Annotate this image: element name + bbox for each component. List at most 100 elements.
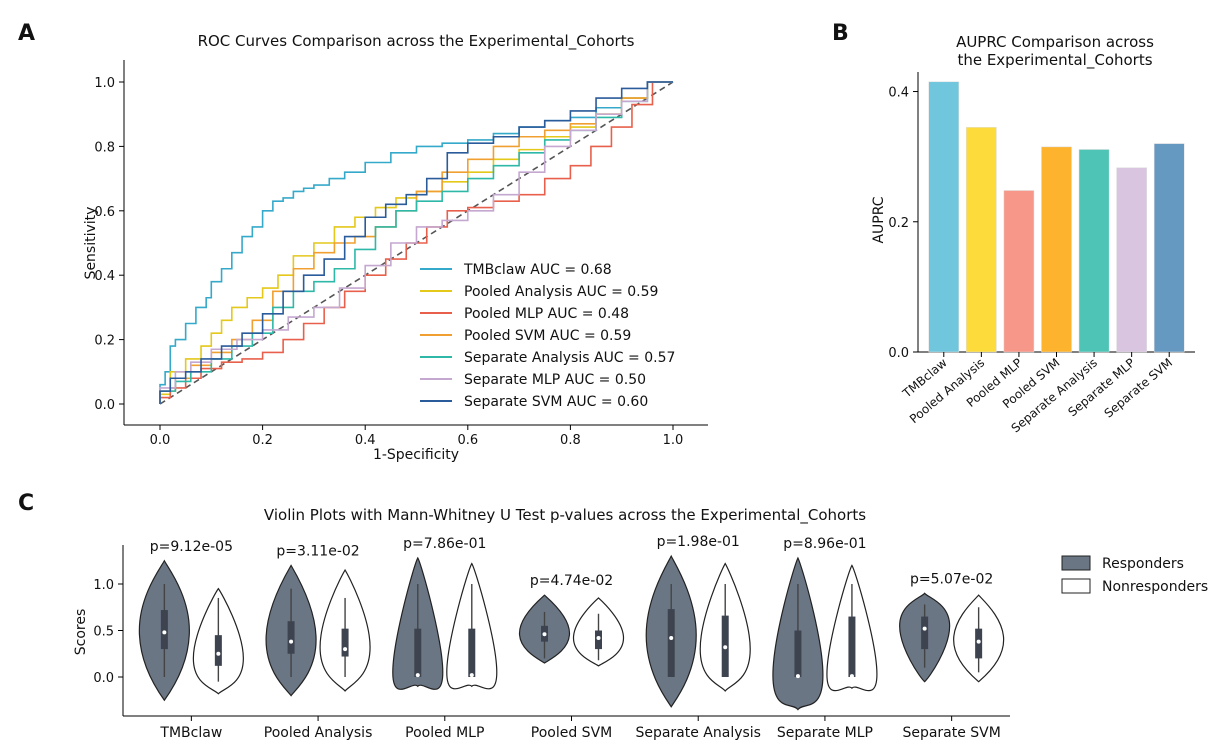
violin-legend-swatch xyxy=(1061,555,1091,571)
violin-category-label: Pooled SVM xyxy=(531,725,612,741)
roc-y-tick-label: 0.4 xyxy=(94,269,115,284)
panel-letter-b: B xyxy=(832,21,849,46)
roc-curve-2 xyxy=(159,81,673,404)
violin-nonresponders-5-iqr-box xyxy=(848,616,856,677)
roc-curve-5 xyxy=(159,81,673,404)
violin-nonresponders-2-median xyxy=(469,673,474,678)
violin-nonresponders-1-iqr-box xyxy=(341,628,349,657)
violin-nonresponders-1-median xyxy=(343,647,348,652)
auprc-title-line-1: AUPRC Comparison across xyxy=(956,33,1154,51)
auprc-y-tick-label: 0.0 xyxy=(888,346,909,361)
panel-b: B AUPRC Comparison across the Experiment… xyxy=(832,21,1195,435)
auprc-bar-1 xyxy=(966,127,997,353)
panel-c: C Violin Plots with Mann-Whitney U Test … xyxy=(18,491,1208,741)
roc-x-tick-label: 0.0 xyxy=(150,433,171,448)
violin-responders-5-iqr-box xyxy=(794,630,802,677)
violin-nonresponders-0-median xyxy=(216,651,221,656)
roc-y-tick-label: 0.2 xyxy=(94,334,115,349)
roc-legend-label: TMBclaw AUC = 0.68 xyxy=(463,262,612,278)
pvalue-label: p=3.11e-02 xyxy=(276,543,359,559)
roc-y-tick-label: 1.0 xyxy=(94,76,115,91)
auprc-bar-4 xyxy=(1078,149,1110,353)
auprc-ylabel: AUPRC xyxy=(871,196,887,243)
pvalue-label: p=9.12e-05 xyxy=(150,539,233,555)
auprc-y-tick-label: 0.2 xyxy=(888,216,909,231)
auprc-bar-5 xyxy=(1116,167,1147,353)
violin-category-label: Pooled MLP xyxy=(405,725,484,741)
violin-legend: Responders Nonresponders xyxy=(1061,555,1208,595)
auprc-bar-0 xyxy=(928,81,960,353)
panel-a: A ROC Curves Comparison across the Exper… xyxy=(18,21,708,463)
violin-responders-1-iqr-box xyxy=(287,621,295,654)
roc-legend-label: Pooled Analysis AUC = 0.59 xyxy=(464,284,658,300)
violin-category-label: Separate MLP xyxy=(777,725,873,741)
pvalue-label: p=8.96e-01 xyxy=(783,536,866,552)
roc-curves xyxy=(159,81,674,405)
roc-x-tick-label: 0.4 xyxy=(355,433,376,448)
pvalue-label: p=1.98e-01 xyxy=(657,534,740,550)
auprc-bar-3 xyxy=(1041,146,1072,353)
auprc-y-tick-label: 0.4 xyxy=(888,86,909,101)
violin-legend-swatch xyxy=(1061,578,1091,594)
violin-responders-2-median xyxy=(415,673,420,678)
roc-axes: 0.0 0.2 0.4 0.6 0.8 1.0 0.0 0.2 0.4 0.6 0.8 1.0 xyxy=(94,60,708,448)
violins: p=9.12e-05 TMBclaw p=3.11e-02 Pooled Analys… xyxy=(138,534,1005,741)
violin-category-label: Pooled Analysis xyxy=(264,725,373,741)
roc-curve-6 xyxy=(159,81,673,404)
roc-legend-label: Separate MLP AUC = 0.50 xyxy=(464,372,646,388)
roc-curve-1 xyxy=(159,81,673,404)
panel-letter-c: C xyxy=(18,491,34,516)
auprc-bar-2 xyxy=(1003,190,1035,353)
violin-ylabel: Scores xyxy=(73,609,89,656)
violin-responders-4-median xyxy=(669,635,674,640)
violin-responders-1-median xyxy=(289,639,294,644)
violin-responders-6-median xyxy=(922,626,927,631)
roc-xlabel: 1-Specificity xyxy=(373,447,459,463)
violin-nonresponders-6-median xyxy=(976,639,981,644)
violin-responders-6-iqr-box xyxy=(921,616,929,650)
roc-legend: TMBclaw AUC = 0.68 Pooled Analysis AUC = … xyxy=(420,262,675,410)
auprc-category-label: Separate SVM xyxy=(1102,356,1176,421)
pvalue-label: p=7.86e-01 xyxy=(403,536,486,552)
violin-nonresponders-5-median xyxy=(849,674,854,679)
roc-x-tick-label: 0.8 xyxy=(560,433,581,448)
violin-category-label: Separate SVM xyxy=(902,725,1000,741)
violin-nonresponders-0-iqr-box xyxy=(214,635,222,666)
violin-legend-label: Responders xyxy=(1102,556,1184,572)
roc-legend-label: Pooled MLP AUC = 0.48 xyxy=(464,306,629,322)
violin-axes: 0.0 0.5 1.0 xyxy=(93,545,1010,717)
roc-x-tick-label: 1.0 xyxy=(663,433,684,448)
roc-ylabel: Sensitivity xyxy=(83,207,99,280)
panel-letter-a: A xyxy=(18,21,35,46)
violin-title: Violin Plots with Mann-Whitney U Test p-… xyxy=(264,506,866,525)
violin-category-label: TMBclaw xyxy=(159,725,222,741)
pvalue-label: p=5.07e-02 xyxy=(910,571,993,587)
violin-responders-5-median xyxy=(795,674,800,679)
violin-category-label: Separate Analysis xyxy=(635,725,761,741)
roc-y-tick-label: 0.8 xyxy=(94,140,115,155)
pvalue-label: p=4.74e-02 xyxy=(530,573,613,589)
violin-nonresponders-2-iqr-box xyxy=(468,628,476,677)
violin-responders-2-iqr-box xyxy=(414,628,422,677)
roc-legend-label: Pooled SVM AUC = 0.59 xyxy=(464,328,631,344)
violin-responders-0-median xyxy=(162,630,167,635)
auprc-bar-6 xyxy=(1153,143,1185,353)
roc-x-tick-label: 0.6 xyxy=(457,433,478,448)
roc-y-tick-label: 0.0 xyxy=(94,398,115,413)
violin-nonresponders-3-median xyxy=(596,635,601,640)
violin-y-tick-label: 0.5 xyxy=(93,625,114,640)
violin-responders-0-iqr-box xyxy=(160,610,168,650)
violin-legend-label: Nonresponders xyxy=(1102,579,1208,595)
auprc-title-line-2: the Experimental_Cohorts xyxy=(957,51,1152,70)
violin-responders-3-median xyxy=(542,632,547,637)
violin-nonresponders-4-median xyxy=(723,645,728,650)
roc-title: ROC Curves Comparison across the Experim… xyxy=(198,32,635,51)
roc-legend-label: Separate Analysis AUC = 0.57 xyxy=(464,350,675,366)
roc-legend-label: Separate SVM AUC = 0.60 xyxy=(464,394,648,410)
violin-y-tick-label: 0.0 xyxy=(93,671,114,686)
violin-y-tick-label: 1.0 xyxy=(93,578,114,593)
roc-x-tick-label: 0.2 xyxy=(252,433,273,448)
roc-y-tick-label: 0.6 xyxy=(94,205,115,220)
